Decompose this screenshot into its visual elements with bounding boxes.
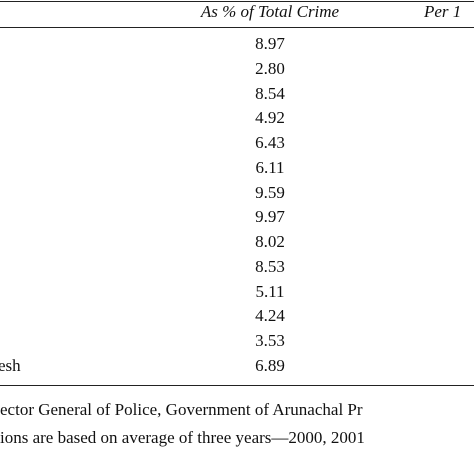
column-header: Per 1 (424, 2, 462, 21)
cell-value: 4.92 (255, 108, 285, 128)
cell-value: 8.53 (255, 256, 285, 276)
cell-value: 2.80 (255, 58, 285, 78)
cell-value: 8.54 (255, 83, 285, 103)
cell-value: 6.89 (255, 356, 285, 375)
bottom-rule (0, 385, 474, 386)
header-rule (0, 27, 474, 28)
cell-value: 3.53 (255, 331, 285, 351)
row-label: esh (0, 356, 21, 375)
cell-value: 6.43 (255, 133, 285, 153)
cell-value: 8.97 (255, 34, 285, 53)
cell-value: 9.59 (255, 182, 285, 202)
top-rule (0, 1, 474, 2)
cell-value: 9.97 (255, 207, 285, 227)
cell-value: 5.11 (255, 281, 285, 301)
cell-value: 6.11 (255, 157, 285, 177)
column-header: As % of Total Crime (200, 2, 340, 21)
footnote: ions are based on average of three years… (0, 428, 365, 447)
footnote: ector General of Police, Government of A… (0, 400, 363, 419)
cell-value: 8.02 (255, 232, 285, 252)
cell-value: 4.24 (255, 306, 285, 326)
